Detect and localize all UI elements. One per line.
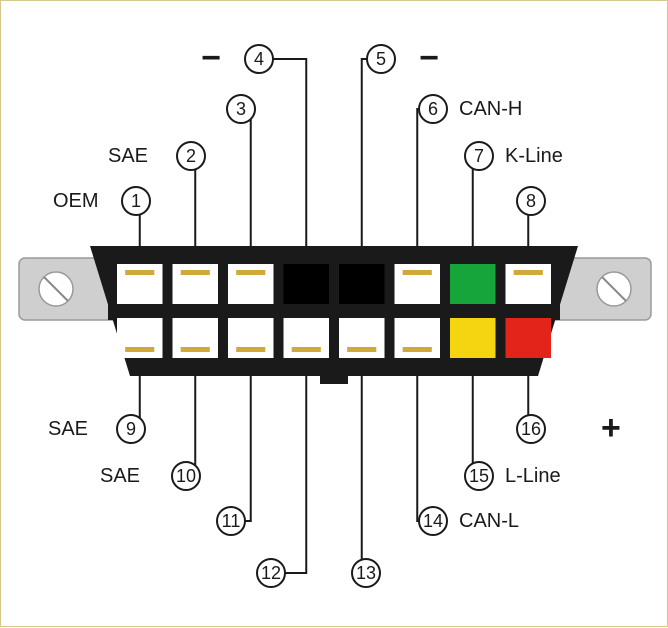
pin-5-fill [339, 264, 385, 304]
divider-tooth [275, 302, 283, 320]
divider-tooth [386, 302, 394, 320]
pin-13-contact [347, 347, 376, 352]
badge-number-14: 14 [423, 511, 443, 531]
badge-number-9: 9 [126, 419, 136, 439]
leader-pin-6 [417, 109, 419, 262]
badge-number-13: 13 [356, 563, 376, 583]
label-pin-10: SAE [100, 465, 140, 487]
obd-pinout-diagram: 1 OEM 2 SAE 3 4 − 5 − 6 CAN-H 7 K-Line 8 9 SAE 10 SAE 11 12… [0, 0, 668, 627]
badge-number-7: 7 [474, 146, 484, 166]
badge-number-15: 15 [469, 466, 489, 486]
divider-tooth [219, 302, 227, 320]
label-pin-9: SAE [48, 418, 88, 440]
badge-number-12: 12 [261, 563, 281, 583]
label-pin-5: − [419, 39, 439, 77]
label-pin-4: − [201, 39, 221, 77]
pin-11-contact [236, 347, 265, 352]
pin-3-contact [236, 270, 265, 275]
badge-number-10: 10 [176, 466, 196, 486]
badge-number-3: 3 [236, 99, 246, 119]
pin-6-contact [403, 270, 432, 275]
label-pin-7: K-Line [505, 145, 563, 167]
pin-8-contact [514, 270, 543, 275]
divider-tooth [330, 302, 338, 320]
pin-15-fill [450, 318, 496, 358]
leader-pin-4 [273, 59, 306, 262]
badge-number-8: 8 [526, 191, 536, 211]
badge-number-16: 16 [521, 419, 541, 439]
pin-14-contact [403, 347, 432, 352]
divider-tooth [552, 302, 560, 320]
leader-pin-12 [285, 360, 306, 573]
label-pin-1: OEM [53, 190, 99, 212]
badge-number-2: 2 [186, 146, 196, 166]
leader-pin-5 [362, 59, 367, 262]
pin-1-contact [125, 270, 154, 275]
label-pin-15: L-Line [505, 465, 561, 487]
pin-12-contact [292, 347, 321, 352]
leader-pin-15 [465, 360, 473, 476]
pin-2-contact [181, 270, 210, 275]
leader-pin-10 [195, 360, 200, 476]
divider-tooth [497, 302, 505, 320]
pin-9-contact [125, 347, 154, 352]
label-pin-2: SAE [108, 145, 148, 167]
leader-pin-11 [245, 360, 251, 521]
pin-16-fill [506, 318, 552, 358]
badge-number-11: 11 [222, 511, 241, 531]
leader-pin-13 [352, 360, 362, 573]
badge-number-4: 4 [254, 49, 264, 69]
leader-pin-14 [417, 360, 419, 521]
badge-number-1: 1 [131, 191, 141, 211]
label-pin-14: CAN-L [459, 510, 519, 532]
leader-pin-3 [251, 109, 255, 262]
divider-tooth [108, 302, 116, 320]
badge-number-5: 5 [376, 49, 386, 69]
pin-7-fill [450, 264, 496, 304]
label-pin-6: CAN-H [459, 98, 522, 120]
divider-tooth [164, 302, 172, 320]
pin-4-fill [284, 264, 330, 304]
label-pin-16: + [601, 409, 621, 447]
connector-notch [320, 376, 348, 384]
diagram-svg: 1 OEM 2 SAE 3 4 − 5 − 6 CAN-H 7 K-Line 8 9 SAE 10 SAE 11 12… [1, 1, 668, 628]
pin-10-contact [181, 347, 210, 352]
divider-tooth [441, 302, 449, 320]
badge-number-6: 6 [428, 99, 438, 119]
